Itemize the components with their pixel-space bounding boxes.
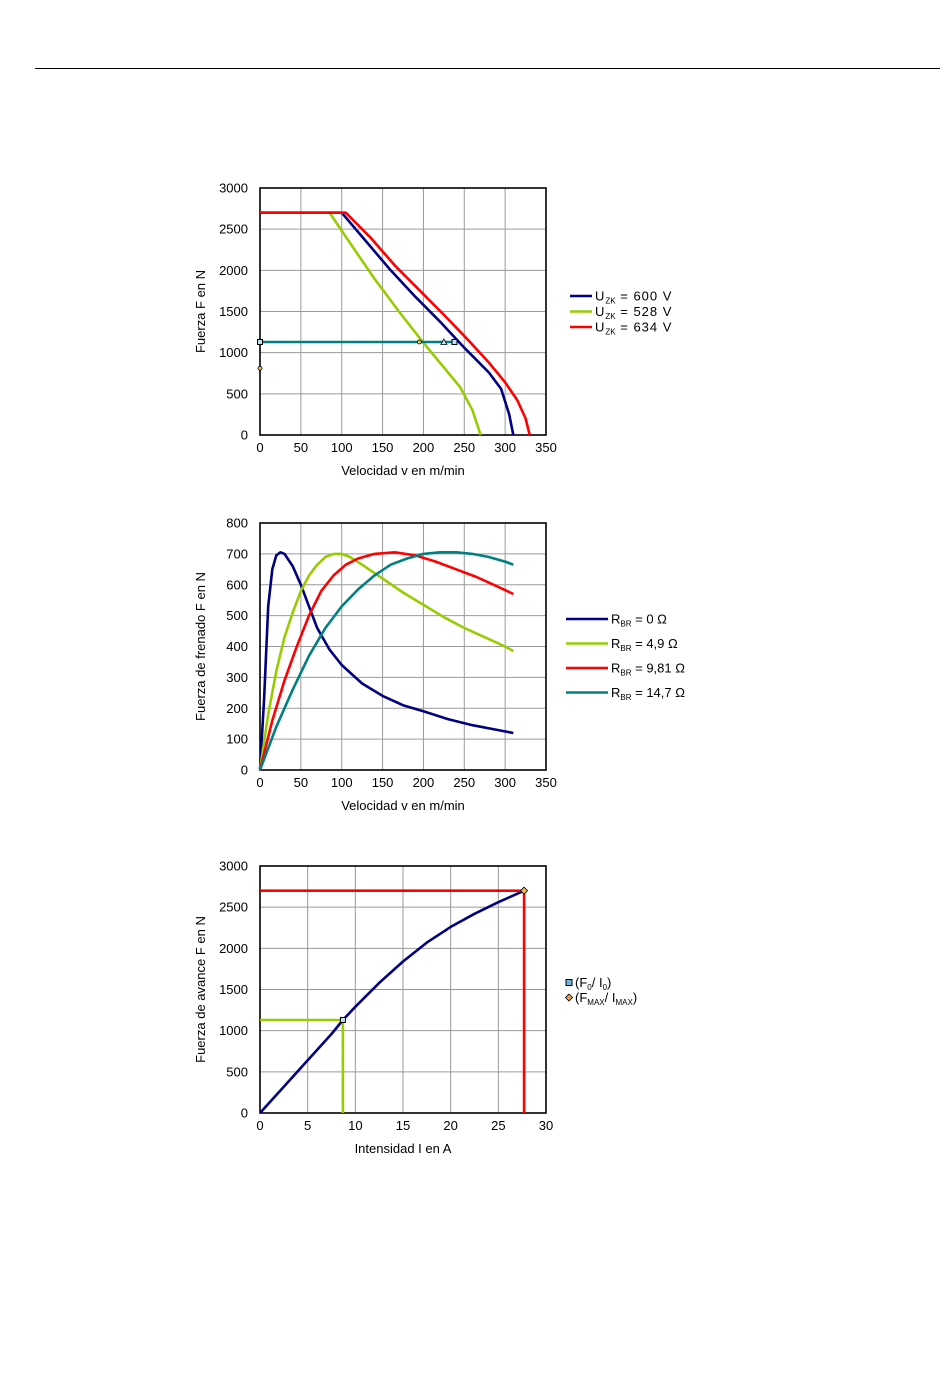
y-tick-label: 500 — [226, 608, 248, 623]
series-line-3 — [260, 889, 526, 1113]
y-tick-label: 1000 — [219, 1023, 248, 1038]
y-tick-label: 2500 — [219, 900, 248, 915]
plot-frame — [259, 522, 547, 771]
y-tick-label: 400 — [226, 639, 248, 654]
legend-marker-square — [565, 979, 573, 986]
series-line-3 — [258, 550, 514, 771]
y-tick-label: 1000 — [219, 345, 248, 360]
x-tick-label: 150 — [372, 440, 394, 455]
x-tick-label: 200 — [413, 440, 435, 455]
x-tick-label: 30 — [539, 1118, 553, 1133]
legend-label: (FMAX / IMAX ) — [575, 990, 637, 1007]
y-tick-label: 0 — [241, 428, 248, 443]
y-tick-label: 200 — [226, 701, 248, 716]
legend-label: (F0 / I0 ) — [575, 975, 611, 992]
series-line-1 — [260, 211, 515, 436]
x-tick-label: 350 — [535, 440, 557, 455]
data-marker-triangle — [440, 338, 448, 345]
series-line-2 — [260, 211, 482, 436]
x-tick-label: 20 — [443, 1118, 457, 1133]
x-tick-label: 10 — [348, 1118, 362, 1133]
y-tick-label: 3000 — [219, 181, 248, 196]
data-marker-circle — [416, 339, 422, 345]
legend-label: RBR = 14,7 Ω — [611, 685, 685, 702]
y-tick-label: 500 — [226, 1064, 248, 1079]
x-axis-label: Velocidad v en m/min — [341, 463, 465, 478]
data-marker-square — [257, 338, 263, 345]
legend-label: RBR = 0 Ω — [611, 612, 667, 629]
x-tick-label: 50 — [294, 440, 308, 455]
series-line-1 — [259, 889, 525, 1114]
x-tick-label: 0 — [256, 440, 263, 455]
y-tick-label: 100 — [226, 732, 248, 747]
x-tick-label: 0 — [256, 1118, 263, 1133]
x-tick-label: 250 — [453, 440, 475, 455]
y-tick-label: 1500 — [219, 982, 248, 997]
x-tick-label: 300 — [494, 440, 516, 455]
x-tick-label: 15 — [396, 1118, 410, 1133]
y-tick-label: 2500 — [219, 222, 248, 237]
y-tick-label: 600 — [226, 577, 248, 592]
y-tick-label: 300 — [226, 670, 248, 685]
legend-label: UZK = 528 V — [595, 304, 672, 321]
x-tick-label: 200 — [413, 775, 435, 790]
y-axis-label: Fuerza de avance F en N — [193, 916, 208, 1063]
plot-frame — [259, 865, 547, 1114]
data-marker-diamond — [520, 886, 529, 895]
y-tick-label: 2000 — [219, 941, 248, 956]
x-tick-label: 50 — [294, 775, 308, 790]
y-tick-label: 0 — [241, 763, 248, 778]
x-tick-label: 300 — [494, 775, 516, 790]
x-tick-label: 150 — [372, 775, 394, 790]
chart-2: 0 50 100 150 200 250 300 350 0 100 200 300 400 500 600… — [193, 516, 685, 814]
x-axis-label: Velocidad v en m/min — [341, 798, 465, 813]
x-axis-label: Intensidad I en A — [355, 1141, 452, 1156]
legend-marker-diamond — [564, 993, 574, 1002]
series-line-2 — [258, 552, 514, 771]
chart-1: 0 50 100 150 200 250 300 350 0 500 1000 1500 2000 250… — [193, 181, 672, 479]
x-tick-label: 0 — [256, 775, 263, 790]
x-tick-label: 5 — [304, 1118, 311, 1133]
legend-label: RBR = 4,9 Ω — [611, 636, 678, 653]
y-tick-label: 3000 — [219, 859, 248, 874]
top-rule — [35, 68, 940, 69]
y-axis-label: Fuerza F en N — [193, 270, 208, 353]
y-tick-label: 0 — [241, 1106, 248, 1121]
legend-label: UZK = 634 V — [595, 320, 672, 337]
series-line-1 — [258, 550, 514, 771]
y-tick-label: 1500 — [219, 304, 248, 319]
legend-label: UZK = 600 V — [595, 289, 672, 306]
plot-frame — [259, 187, 547, 436]
series-line-3 — [260, 211, 531, 436]
chart-3: 0 5 10 15 20 25 30 0 500 1000 1500 2000 2500 3000 Inte… — [193, 859, 637, 1157]
data-marker-square — [339, 1016, 346, 1023]
x-tick-label: 350 — [535, 775, 557, 790]
y-tick-label: 2000 — [219, 263, 248, 278]
y-tick-label: 500 — [226, 386, 248, 401]
y-axis-label: Fuerza de frenado F en N — [193, 572, 208, 721]
x-tick-label: 100 — [331, 440, 353, 455]
series-line-4 — [258, 550, 514, 771]
data-marker-circle — [257, 365, 263, 371]
x-tick-label: 25 — [491, 1118, 505, 1133]
y-tick-label: 700 — [226, 546, 248, 561]
x-tick-label: 100 — [331, 775, 353, 790]
y-tick-label: 800 — [226, 516, 248, 531]
legend-label: RBR = 9,81 Ω — [611, 661, 685, 678]
data-marker-square — [451, 338, 458, 345]
x-tick-label: 250 — [453, 775, 475, 790]
